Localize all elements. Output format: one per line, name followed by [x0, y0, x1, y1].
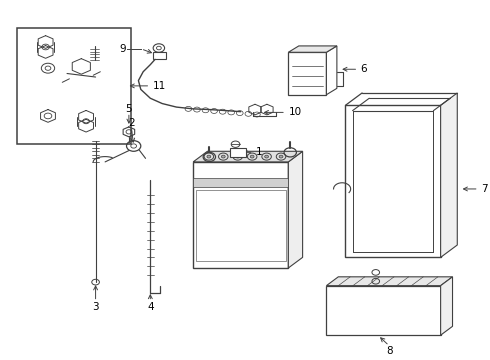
Text: 5: 5 — [125, 104, 132, 114]
Text: 11: 11 — [153, 81, 166, 91]
Circle shape — [279, 155, 283, 158]
Polygon shape — [441, 277, 453, 335]
Bar — [345, 105, 441, 257]
Text: 7: 7 — [481, 184, 488, 194]
Polygon shape — [326, 277, 453, 285]
Bar — [230, 148, 246, 157]
Text: 4: 4 — [147, 302, 154, 312]
Bar — [288, 52, 326, 95]
Polygon shape — [288, 151, 303, 268]
Polygon shape — [326, 46, 337, 95]
Text: 10: 10 — [288, 107, 301, 117]
Bar — [153, 52, 166, 59]
Text: 2: 2 — [128, 118, 135, 128]
Circle shape — [236, 155, 240, 158]
Bar — [193, 178, 288, 186]
Bar — [193, 162, 288, 268]
Bar — [17, 27, 131, 144]
Bar — [196, 190, 286, 261]
Circle shape — [265, 155, 269, 158]
Text: 3: 3 — [92, 302, 99, 312]
Circle shape — [221, 155, 225, 158]
Bar — [326, 285, 441, 335]
Circle shape — [207, 155, 211, 158]
Polygon shape — [288, 46, 337, 52]
Text: 1: 1 — [256, 147, 263, 157]
Text: 9: 9 — [119, 44, 125, 54]
Text: 6: 6 — [361, 64, 368, 74]
Polygon shape — [193, 151, 303, 162]
Circle shape — [250, 155, 254, 158]
Text: 8: 8 — [386, 346, 392, 356]
Polygon shape — [441, 93, 457, 257]
